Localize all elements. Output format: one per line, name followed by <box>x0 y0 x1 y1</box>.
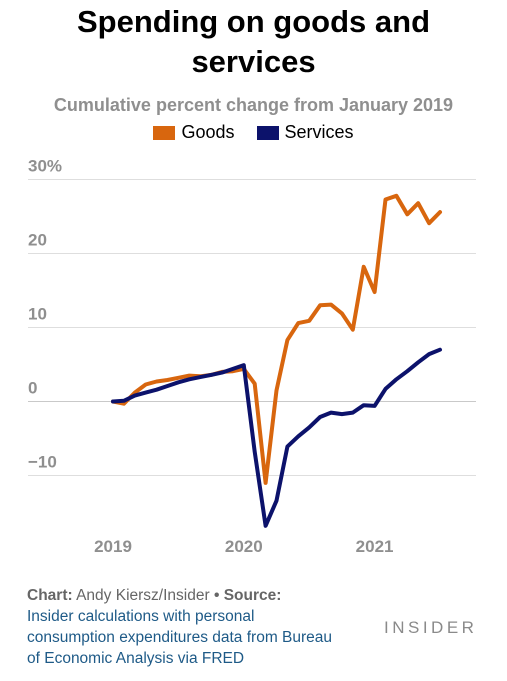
line-chart: 30% 20 10 0 −10 2019 2020 2021 <box>28 157 476 556</box>
x-tick-label: 2020 <box>225 537 263 556</box>
legend-label-goods: Goods <box>181 122 235 142</box>
chart-title: Spending on goods and services <box>0 2 507 82</box>
insider-logo: INSIDER <box>384 618 478 637</box>
x-tick-label: 2021 <box>356 537 394 556</box>
legend: Goods Services <box>0 122 507 143</box>
chart-footer: Chart: Andy Kiersz/Insider • Source: Ins… <box>27 585 337 669</box>
legend-label-services: Services <box>284 122 354 142</box>
y-tick-label: 10 <box>28 305 47 324</box>
chart-subtitle: Cumulative percent change from January 2… <box>53 95 454 115</box>
legend-item-goods: Goods <box>153 122 235 143</box>
legend-swatch-services <box>256 125 279 140</box>
x-tick-label: 2019 <box>94 537 132 556</box>
footer-source-label: Source: <box>223 587 282 604</box>
y-tick-label: 0 <box>28 379 37 398</box>
footer-chart-label: Chart: <box>27 587 73 604</box>
series-line-services <box>111 347 442 528</box>
chart-title-line-2: services <box>191 44 316 79</box>
y-tick-label: −10 <box>28 453 57 472</box>
chart-title-line-1: Spending on goods and <box>76 4 431 39</box>
footer-chart-author: Andy Kiersz/Insider <box>76 587 210 604</box>
y-tick-label: 20 <box>28 231 47 250</box>
series-line-goods <box>111 193 442 485</box>
footer-source-text: Insider calculations with personal consu… <box>27 608 333 667</box>
legend-item-services: Services <box>256 122 354 143</box>
legend-swatch-goods <box>153 125 176 140</box>
footer-bullet: • <box>213 587 220 604</box>
y-tick-label: 30% <box>28 157 62 176</box>
